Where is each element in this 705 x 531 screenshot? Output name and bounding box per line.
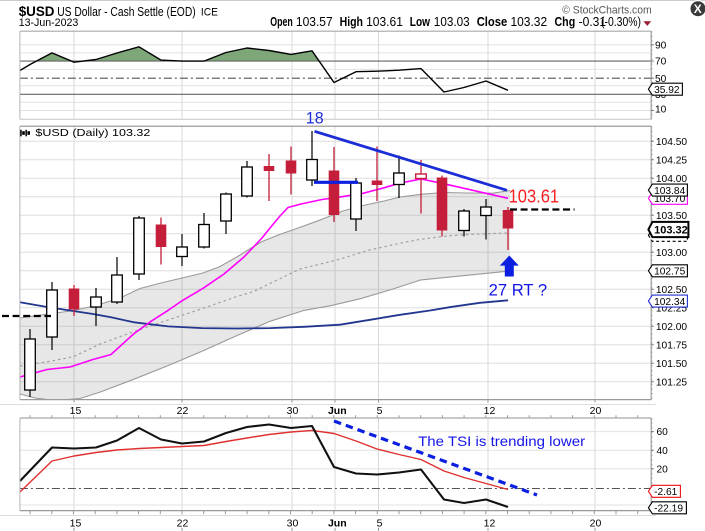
svg-text:X: X	[694, 2, 702, 16]
svg-text:40: 40	[657, 446, 669, 457]
svg-text:101.75: 101.75	[656, 340, 687, 351]
svg-text:30: 30	[287, 518, 299, 530]
svg-text:103.50: 103.50	[656, 211, 687, 222]
svg-text:Close: Close	[477, 14, 508, 29]
svg-text:102.75: 102.75	[654, 267, 685, 278]
svg-text:The TSI is trending lower: The TSI is trending lower	[418, 433, 585, 449]
svg-text:102.50: 102.50	[656, 285, 687, 296]
svg-text:20: 20	[590, 405, 602, 417]
svg-text:102.00: 102.00	[656, 322, 687, 333]
svg-text:103.70: 103.70	[654, 194, 685, 205]
svg-text:20: 20	[657, 464, 669, 475]
svg-text:Open: Open	[270, 14, 293, 29]
svg-text:12: 12	[484, 518, 496, 530]
svg-text:-0.31: -0.31	[579, 14, 607, 29]
svg-text:103.32: 103.32	[654, 224, 688, 236]
svg-text:12: 12	[484, 405, 496, 417]
svg-text:27 RT ?: 27 RT ?	[489, 281, 547, 300]
svg-text:Chg: Chg	[555, 14, 576, 29]
svg-text:90: 90	[655, 40, 667, 51]
svg-text:101.50: 101.50	[656, 359, 687, 370]
svg-text:101.25: 101.25	[656, 377, 687, 388]
svg-text:103.84: 103.84	[654, 186, 685, 197]
svg-text:US Dollar - Cash Settle (EOD): US Dollar - Cash Settle (EOD)	[57, 4, 196, 19]
svg-text:15: 15	[70, 405, 82, 417]
svg-text:103.00: 103.00	[656, 248, 687, 259]
svg-text:5: 5	[377, 405, 383, 417]
svg-text:30: 30	[287, 405, 299, 417]
svg-text:Jun: Jun	[328, 518, 347, 530]
svg-text:70: 70	[655, 57, 667, 68]
svg-text:10: 10	[655, 104, 667, 115]
svg-text:$USD: $USD	[19, 4, 55, 20]
svg-text:103.57: 103.57	[296, 14, 333, 29]
svg-text:22: 22	[177, 518, 189, 530]
svg-text:-22.19: -22.19	[654, 504, 683, 515]
svg-text:104.50: 104.50	[656, 137, 687, 148]
svg-text:22: 22	[177, 405, 189, 417]
svg-text:102.34: 102.34	[654, 297, 685, 308]
svg-text:(-0.30%): (-0.30%)	[601, 14, 641, 29]
svg-text:13-Jun-2023: 13-Jun-2023	[19, 17, 79, 29]
svg-text:50: 50	[655, 74, 667, 85]
svg-text:High: High	[340, 14, 363, 29]
svg-text:Jun: Jun	[328, 405, 347, 417]
svg-text:15: 15	[70, 518, 82, 530]
svg-text:5: 5	[377, 518, 383, 530]
svg-text:18: 18	[306, 108, 324, 127]
svg-text:$USD (Daily) 103.32: $USD (Daily) 103.32	[35, 127, 150, 139]
svg-text:104.00: 104.00	[656, 174, 687, 185]
svg-text:© StockCharts.com: © StockCharts.com	[562, 4, 651, 16]
svg-text:35.92: 35.92	[654, 85, 680, 96]
svg-text:ICE: ICE	[201, 7, 218, 19]
svg-text:-2.61: -2.61	[654, 487, 678, 498]
svg-text:60: 60	[657, 427, 669, 438]
svg-text:103.61: 103.61	[366, 14, 403, 29]
svg-text:102.25: 102.25	[656, 303, 687, 314]
svg-text:104.25: 104.25	[656, 155, 687, 166]
svg-text:20: 20	[590, 518, 602, 530]
svg-text:103.32: 103.32	[511, 14, 548, 29]
svg-text:103.61: 103.61	[509, 186, 559, 206]
svg-text:Low: Low	[410, 14, 431, 29]
svg-text:103.03: 103.03	[434, 14, 470, 29]
